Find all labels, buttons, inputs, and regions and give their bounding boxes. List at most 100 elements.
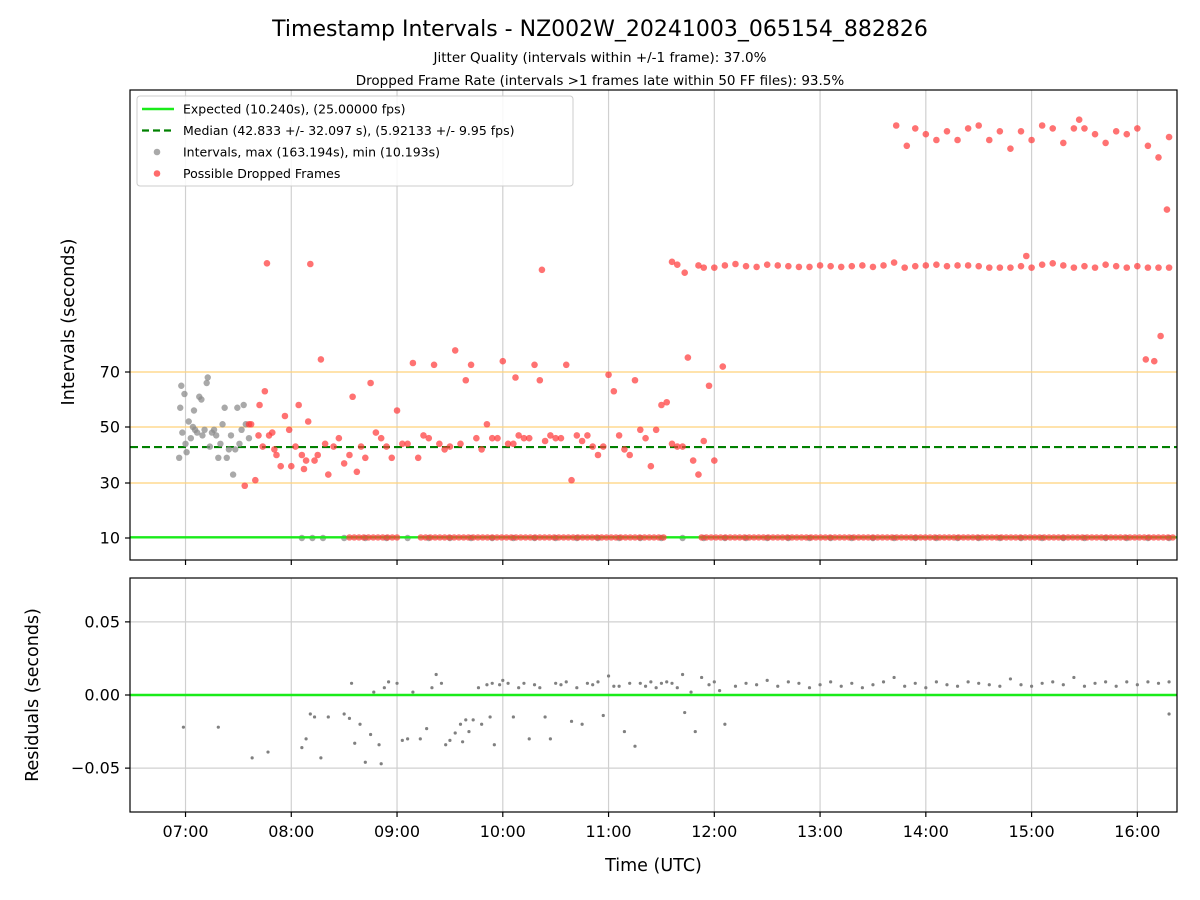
dropped-frame-point — [1041, 534, 1048, 541]
dropped-frame-point — [985, 264, 993, 271]
residual-point — [464, 718, 468, 722]
dropped-frame-point — [795, 263, 803, 271]
dropped-frame-point — [499, 357, 507, 365]
residual-point — [1093, 681, 1097, 685]
interval-point — [212, 432, 220, 439]
dropped-frame-point — [1093, 534, 1100, 541]
dropped-frame-point — [599, 443, 607, 450]
residual-point — [372, 690, 376, 694]
residual-point — [501, 678, 505, 682]
interval-point — [190, 407, 198, 414]
residual-point — [564, 680, 568, 684]
dropped-frame-point — [1017, 262, 1025, 270]
residual-point — [250, 756, 254, 760]
residual-point — [649, 680, 653, 684]
interval-point — [240, 401, 247, 409]
residual-point — [591, 683, 595, 687]
dropped-frame-point — [646, 534, 653, 541]
dropped-frame-point — [436, 440, 443, 448]
dropped-frame-point — [512, 374, 519, 381]
y-axis-label-residuals: Residuals (seconds) — [23, 608, 43, 782]
residual-point — [181, 725, 186, 729]
residual-point — [670, 681, 674, 685]
residual-point — [693, 729, 697, 734]
dropped-frame-point — [346, 451, 353, 459]
interval-point — [193, 429, 201, 436]
x-tick-label: 09:00 — [374, 822, 420, 841]
dropped-frame-point — [760, 534, 767, 541]
residual-point — [453, 731, 457, 735]
residual-point — [538, 686, 542, 690]
interval-point — [203, 379, 210, 387]
dropped-frame-point — [1055, 534, 1062, 541]
dropped-frame-point — [817, 534, 824, 541]
dropped-frame-point — [1144, 264, 1152, 271]
dropped-frame-point — [964, 534, 972, 541]
dropped-frame-point — [503, 534, 510, 541]
interval-point — [177, 404, 184, 411]
residual-point — [559, 683, 563, 687]
dropped-frame-point — [522, 534, 529, 541]
residual-point — [1029, 684, 1034, 688]
dropped-frame-point — [888, 534, 896, 541]
dropped-frame-point — [712, 534, 720, 541]
dropped-frame-point — [964, 125, 972, 132]
dropped-frame-point — [547, 432, 554, 439]
residual-point — [717, 689, 722, 693]
dropped-frame-point — [1050, 534, 1057, 541]
dropped-frame-point — [647, 462, 655, 470]
dropped-frame-point — [860, 534, 867, 541]
residual-point — [1167, 680, 1171, 684]
dropped-frame-point — [525, 434, 533, 442]
dropped-frame-point — [988, 534, 996, 541]
residual-point — [913, 681, 917, 685]
residual-point — [1072, 675, 1076, 680]
dropped-frame-point — [642, 434, 649, 442]
dropped-frame-point — [578, 437, 586, 445]
residual-point — [266, 750, 270, 754]
dropped-frame-point — [826, 534, 834, 541]
dropped-frame-point — [324, 471, 332, 478]
dropped-frame-point — [335, 434, 343, 442]
dropped-frame-point — [880, 262, 887, 269]
residual-point — [977, 681, 981, 685]
dropped-frame-point — [307, 260, 314, 268]
residual-point — [379, 762, 383, 766]
dropped-frame-point — [1028, 136, 1035, 144]
dropped-frame-point — [1012, 534, 1019, 541]
residual-point — [363, 760, 367, 764]
dropped-frame-point — [931, 534, 939, 541]
chart-subtitle-jitter: Jitter Quality (intervals within +/-1 fr… — [433, 50, 767, 66]
dropped-frame-point — [450, 534, 458, 541]
residual-point — [400, 738, 404, 742]
dropped-frame-point — [483, 420, 491, 428]
dropped-frame-point — [1031, 534, 1038, 541]
dropped-frame-point — [573, 432, 581, 439]
dropped-frame-point — [836, 534, 843, 541]
dropped-frame-point — [798, 534, 805, 541]
dropped-frame-point — [1028, 264, 1035, 271]
dropped-frame-point — [241, 482, 249, 490]
residual-point — [1104, 680, 1108, 684]
residual-point — [850, 681, 854, 685]
residual-point — [358, 722, 362, 726]
dropped-frame-point — [681, 269, 688, 277]
dropped-frame-point — [975, 262, 983, 270]
dropped-frame-point — [357, 443, 365, 450]
dropped-frame-point — [1136, 534, 1143, 541]
dropped-frame-point — [898, 534, 905, 541]
legend: Expected (10.240s), (25.00000 fps) Median… — [136, 95, 574, 187]
dropped-frame-point — [441, 446, 448, 453]
dropped-frame-point — [722, 534, 729, 541]
dropped-frame-point — [298, 451, 306, 459]
dropped-frame-point — [621, 446, 628, 453]
dropped-frame-point — [816, 262, 824, 269]
residual-point — [612, 684, 616, 688]
dropped-frame-point — [446, 534, 453, 541]
dropped-frame-point — [1102, 261, 1109, 269]
dropped-frame-point — [763, 261, 771, 269]
residual-point — [444, 743, 448, 747]
residual-point — [654, 686, 658, 690]
dropped-frame-point — [812, 534, 820, 541]
dropped-frame-point — [508, 534, 515, 541]
